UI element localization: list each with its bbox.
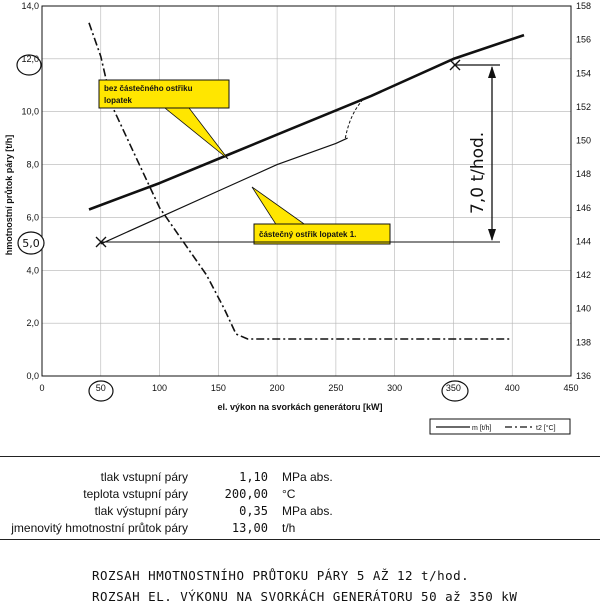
param-label: tlak výstupní páry xyxy=(94,504,188,518)
callout-top-box xyxy=(98,79,230,109)
param-row: tlak vstupní páry 1,10 MPa abs. xyxy=(0,470,600,486)
x-tick-label: 450 xyxy=(563,383,578,393)
y-mark-label: 5,0 xyxy=(22,237,40,250)
legend-box xyxy=(429,418,571,435)
plot-frame xyxy=(41,5,572,377)
circle-x-350 xyxy=(441,380,469,402)
y-tick-label: 14,0 xyxy=(21,1,39,11)
param-label: teplota vstupní páry xyxy=(83,487,188,501)
y-tick-label: 10,0 xyxy=(21,107,39,117)
chart: 0 50 100 150 200 250 300 350 400 450 0,0 2,0 4,0 6,0 8… xyxy=(4,1,591,435)
y2-tick-label: 144 xyxy=(576,236,591,246)
separator-top xyxy=(0,456,600,457)
y2-tick-label: 150 xyxy=(576,136,591,146)
param-value: 1,10 xyxy=(239,470,268,484)
y2-tick-label: 158 xyxy=(576,1,591,11)
legend: m [t/h] t2 [°C] xyxy=(429,418,571,435)
y-axis-title: hmotnostní průtok páry [t/h] xyxy=(4,135,14,256)
handwritten-y-mark: 5,0 xyxy=(17,231,45,255)
y-tick-label: 12,0 xyxy=(21,54,39,64)
y2-tick-label: 138 xyxy=(576,337,591,347)
y2-tick-label: 146 xyxy=(576,203,591,213)
y2-tick-label: 142 xyxy=(576,270,591,280)
param-unit: t/h xyxy=(282,521,296,535)
y-tick-label: 6,0 xyxy=(26,212,39,222)
param-value: 0,35 xyxy=(239,504,268,518)
thin-line-dashed-tail xyxy=(344,100,363,139)
series-layer xyxy=(88,22,525,340)
y2-tick-label: 152 xyxy=(576,102,591,112)
x-axis-title: el. výkon na svorkách generátoru [kW] xyxy=(217,402,382,412)
series-line-1 xyxy=(100,137,348,245)
param-label: jmenovitý hmotnostní průtok páry xyxy=(11,521,188,535)
separator-bottom xyxy=(0,539,600,540)
handwritten-range: 7,0 t/hod. xyxy=(101,64,500,243)
callout-top-line1: bez částečného ostřiku xyxy=(104,84,193,93)
param-row: jmenovitý hmotnostní průtok páry 13,00 t… xyxy=(0,521,600,537)
y-tick-label: 4,0 xyxy=(26,265,39,275)
x-tick-label: 300 xyxy=(387,383,402,393)
y2-tick-label: 136 xyxy=(576,371,591,381)
range-arrow-head-up xyxy=(488,66,496,78)
y2-tick-label: 140 xyxy=(576,304,591,314)
x-tick-label: 400 xyxy=(505,383,520,393)
callout-bottom-pointer xyxy=(251,186,309,227)
y2-tick-label: 156 xyxy=(576,35,591,45)
x-tick-label: 350 xyxy=(446,383,461,393)
x-tick-label: 200 xyxy=(270,383,285,393)
param-value: 13,00 xyxy=(231,521,268,535)
callout-bottom-box xyxy=(253,223,391,245)
legend-t2-label: t2 [°C] xyxy=(536,424,556,432)
y-mark-circle xyxy=(17,231,45,255)
x-tick-label: 250 xyxy=(328,383,343,393)
range-label: 7,0 t/hod. xyxy=(468,132,488,214)
x-tick-label: 150 xyxy=(211,383,226,393)
callout-top-pointer xyxy=(158,103,229,160)
range-arrow-head-down xyxy=(488,229,496,241)
marker-top-x xyxy=(449,59,461,71)
series-line-0 xyxy=(88,33,525,211)
callout-bottom-label: částečný ostřik lopatek 1. xyxy=(259,230,356,239)
param-row: tlak výstupní páry 0,35 MPa abs. xyxy=(0,504,600,520)
circle-y-12 xyxy=(16,54,42,76)
circle-x-50 xyxy=(88,380,114,402)
marker-bottom-x xyxy=(95,236,107,248)
param-unit: MPa abs. xyxy=(282,504,333,518)
y-tick-label: 2,0 xyxy=(26,318,39,328)
param-unit: °C xyxy=(282,487,296,501)
y2-tick-label: 148 xyxy=(576,169,591,179)
legend-m-label: m [t/h] xyxy=(472,425,492,432)
param-label: tlak vstupní páry xyxy=(100,470,188,484)
x-tick-label: 100 xyxy=(152,383,167,393)
tick-labels: 0 50 100 150 200 250 300 350 400 450 0,0 2,0 4,0 6,0 8… xyxy=(21,1,591,393)
param-unit: MPa abs. xyxy=(282,470,333,484)
note-flow-range: ROZSAH HMOTNOSTNÍHO PRŮTOKU PÁRY 5 AŽ 12… xyxy=(92,568,470,583)
callout-bottom: částečný ostřik lopatek 1. xyxy=(251,186,391,245)
y-tick-label: 8,0 xyxy=(26,160,39,170)
callout-top-line2: lopatek xyxy=(104,96,133,105)
note-power-range: ROZSAH EL. VÝKONU NA SVORKÁCH GENERÁTORU… xyxy=(92,589,518,604)
param-row: teplota vstupní páry 200,00 °C xyxy=(0,487,600,503)
y2-tick-label: 154 xyxy=(576,68,591,78)
param-value: 200,00 xyxy=(224,487,268,501)
y-tick-label: 0,0 xyxy=(26,371,39,381)
series-line-2 xyxy=(88,22,513,340)
x-tick-label: 0 xyxy=(39,383,44,393)
x-tick-label: 50 xyxy=(96,383,106,393)
callout-top: bez částečného ostřiku lopatek xyxy=(98,79,230,160)
